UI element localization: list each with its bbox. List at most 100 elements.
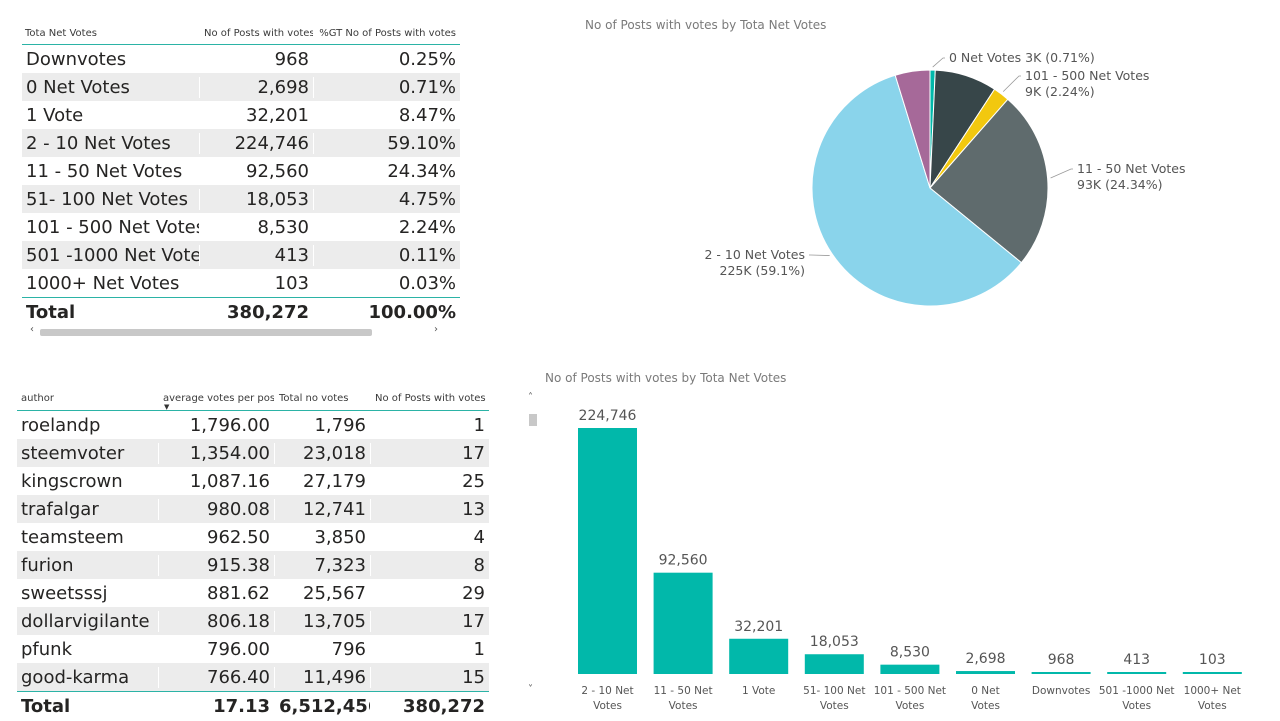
- table-body: roelandp 1,796.00 1,796 1 steemvoter 1,354.00…: [17, 411, 489, 691]
- bar[interactable]: [729, 638, 789, 674]
- table-row[interactable]: pfunk 796.00 796 1: [17, 635, 489, 663]
- bar[interactable]: [880, 664, 940, 674]
- cell-value: 4: [473, 526, 485, 548]
- leader-line: [1002, 75, 1021, 92]
- bar[interactable]: [956, 671, 1015, 674]
- row-label: 2 - 10 Net Votes: [22, 132, 200, 154]
- column-header[interactable]: %GT No of Posts with votes: [319, 27, 456, 39]
- cell-value: 1,796: [275, 414, 371, 436]
- table-total-row: Total 380,272 100.00%: [22, 297, 460, 326]
- scroll-right-icon[interactable]: ›: [434, 324, 438, 335]
- bar[interactable]: [1182, 672, 1242, 674]
- table-row[interactable]: dollarvigilante 806.18 13,705 17: [17, 607, 489, 635]
- x-tick-label: 0 Net: [971, 685, 999, 697]
- pie-slice[interactable]: [929, 98, 1049, 264]
- total-value: 6,512,456: [275, 695, 371, 717]
- pie-data-label: 93K (24.34%): [1077, 177, 1163, 192]
- table-row[interactable]: steemvoter 1,354.00 23,018 17: [17, 439, 489, 467]
- column-header[interactable]: No of Posts with votes: [375, 392, 486, 404]
- pie-data-label: 11 - 50 Net Votes: [1077, 161, 1186, 176]
- scrollbar-thumb[interactable]: [40, 329, 372, 336]
- leader-line: [1050, 168, 1073, 179]
- x-tick-label: 501 -1000 Net: [1099, 685, 1175, 697]
- bar-data-label: 92,560: [659, 553, 708, 569]
- scroll-left-icon[interactable]: ‹: [30, 324, 34, 335]
- cell-value: 24.34%: [387, 160, 456, 182]
- total-value: 380,272: [200, 301, 314, 323]
- x-tick-label: 1 Vote: [742, 685, 775, 697]
- cell-value: 915.38: [159, 554, 275, 576]
- table-row[interactable]: 0 Net Votes 2,698 0.71%: [22, 73, 460, 101]
- table-row[interactable]: Downvotes 968 0.25%: [22, 45, 460, 73]
- bar[interactable]: [1031, 672, 1091, 674]
- row-label: 101 - 500 Net Votes: [22, 216, 200, 238]
- pie-data-label: 225K (59.1%): [720, 263, 806, 278]
- x-tick-label: 2 - 10 Net: [581, 685, 633, 697]
- author-name: kingscrown: [17, 470, 159, 492]
- author-table: author average votes per post Total no v…: [17, 386, 489, 720]
- sort-descending-icon[interactable]: ▼: [164, 403, 170, 411]
- author-name: trafalgar: [17, 498, 159, 520]
- table-body: Downvotes 968 0.25% 0 Net Votes 2,698 0.71% 1 …: [22, 45, 460, 297]
- leader-line: [809, 254, 830, 256]
- table-row[interactable]: 51- 100 Net Votes 18,053 4.75%: [22, 185, 460, 213]
- table-row[interactable]: 101 - 500 Net Votes 8,530 2.24%: [22, 213, 460, 241]
- table-row[interactable]: 11 - 50 Net Votes 92,560 24.34%: [22, 157, 460, 185]
- table-row[interactable]: 1000+ Net Votes 103 0.03%: [22, 269, 460, 297]
- vertical-scrollbar[interactable]: ˄ ˅: [526, 392, 540, 707]
- table-row[interactable]: kingscrown 1,087.16 27,179 25: [17, 467, 489, 495]
- bar[interactable]: [1107, 672, 1167, 674]
- column-header[interactable]: No of Posts with votes: [200, 27, 314, 39]
- cell-value: 18,053: [200, 188, 314, 210]
- table-row[interactable]: 2 - 10 Net Votes 224,746 59.10%: [22, 129, 460, 157]
- cell-value: 2.24%: [398, 216, 456, 238]
- cell-value: 796.00: [159, 638, 275, 660]
- cell-value: 1: [473, 414, 485, 436]
- cell-value: 27,179: [275, 470, 371, 492]
- cell-value: 4.75%: [398, 188, 456, 210]
- row-label: Downvotes: [22, 48, 200, 70]
- cell-value: 13: [462, 498, 485, 520]
- cell-value: 8,530: [200, 216, 314, 238]
- pie-chart: 0 Net Votes 3K (0.71%) 101 - 500 Net Vote…: [704, 50, 1186, 307]
- table-row[interactable]: furion 915.38 7,323 8: [17, 551, 489, 579]
- cell-value: 25: [462, 470, 485, 492]
- table-row[interactable]: trafalgar 980.08 12,741 13: [17, 495, 489, 523]
- table-row[interactable]: 1 Vote 32,201 8.47%: [22, 101, 460, 129]
- table-header: author average votes per post Total no v…: [17, 386, 489, 411]
- table-row[interactable]: good-karma 766.40 11,496 15: [17, 663, 489, 691]
- scroll-down-icon[interactable]: ˅: [528, 684, 533, 695]
- scroll-up-icon[interactable]: ˄: [528, 392, 533, 403]
- bar[interactable]: [653, 572, 713, 674]
- column-header[interactable]: average votes per post: [159, 392, 275, 404]
- cell-value: 3,850: [275, 526, 371, 548]
- column-header[interactable]: author: [17, 392, 159, 404]
- table-row[interactable]: 501 -1000 Net Votes 413 0.11%: [22, 241, 460, 269]
- total-value: 100.00%: [368, 301, 457, 323]
- total-label: Total: [17, 695, 159, 717]
- x-tick-label: 11 - 50 Net: [654, 685, 713, 697]
- cell-value: 806.18: [159, 610, 275, 632]
- column-header[interactable]: Tota Net Votes: [22, 27, 200, 39]
- pie-data-label: 2 - 10 Net Votes: [704, 247, 805, 262]
- scrollbar-thumb[interactable]: [529, 414, 537, 426]
- x-tick-label: 51- 100 Net: [803, 685, 865, 697]
- pie-chart-title: No of Posts with votes by Tota Net Votes: [585, 18, 827, 32]
- x-tick-label: 101 - 500 Net: [874, 685, 946, 697]
- x-tick-label: Votes: [1122, 700, 1151, 712]
- x-tick-label: 1000+ Net: [1184, 685, 1241, 697]
- table-row[interactable]: roelandp 1,796.00 1,796 1: [17, 411, 489, 439]
- leader-line: [932, 57, 945, 68]
- cell-value: 59.10%: [387, 132, 456, 154]
- bar[interactable]: [804, 654, 864, 674]
- pie-slice[interactable]: [894, 69, 931, 189]
- horizontal-scrollbar[interactable]: ‹ ›: [22, 324, 452, 338]
- table-row[interactable]: sweetsssj 881.62 25,567 29: [17, 579, 489, 607]
- author-name: sweetsssj: [17, 582, 159, 604]
- x-tick-label: Votes: [669, 700, 698, 712]
- pie-data-label: 9K (2.24%): [1025, 84, 1095, 99]
- bar[interactable]: [578, 428, 637, 674]
- column-header[interactable]: Total no votes: [275, 392, 371, 404]
- pie-slice[interactable]: [811, 74, 1023, 307]
- table-row[interactable]: teamsteem 962.50 3,850 4: [17, 523, 489, 551]
